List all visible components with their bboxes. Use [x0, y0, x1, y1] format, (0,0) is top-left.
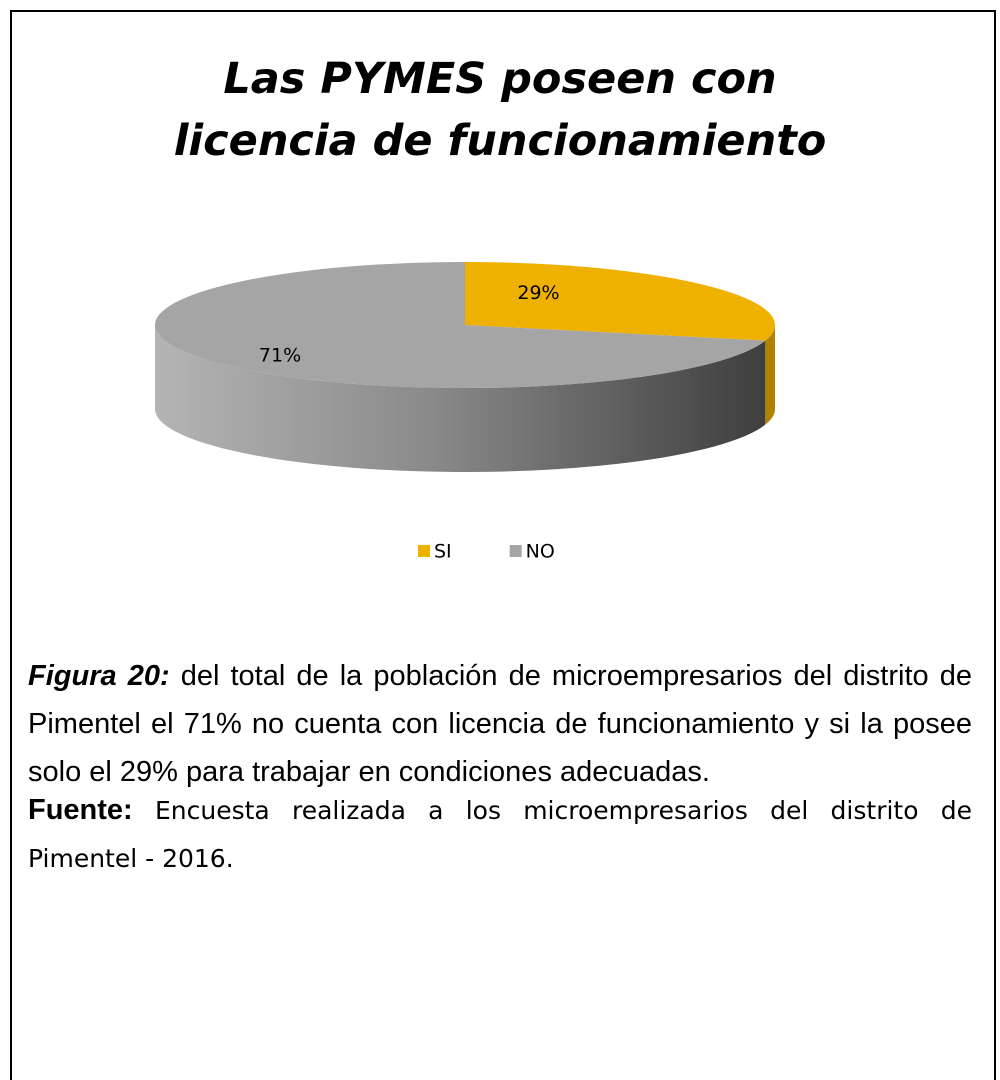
chart-title: Las PYMES poseen con licencia de funcion… — [173, 54, 827, 166]
caption: Figura 20: del total de la población de … — [28, 652, 972, 796]
value-label: 71% — [259, 345, 301, 367]
source-text: Encuesta realizada a los microempresario… — [28, 796, 972, 873]
frame — [10, 10, 996, 1080]
caption-text: del total de la población de microempres… — [28, 660, 972, 788]
legend-swatch — [509, 545, 522, 557]
caption-label: Figura 20: — [28, 660, 170, 692]
legend-label: SI — [434, 541, 452, 563]
chart: 29% 71% SI NO — [155, 262, 775, 563]
pie-slice — [465, 262, 775, 341]
legend-swatch — [418, 545, 430, 557]
source-label: Fuente: — [28, 794, 133, 826]
value-label: 29% — [517, 282, 559, 304]
pie-side — [155, 325, 766, 472]
pie-side — [765, 325, 775, 425]
pie-slice — [155, 262, 766, 389]
source: Fuente: Encuesta realizada a los microem… — [28, 787, 972, 883]
legend-label: NO — [526, 541, 555, 563]
